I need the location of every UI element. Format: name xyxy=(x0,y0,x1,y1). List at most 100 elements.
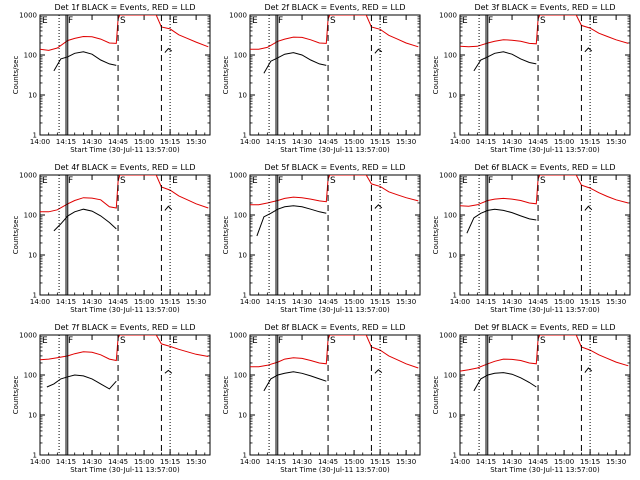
marker-letter: F xyxy=(488,176,493,186)
plot-frame xyxy=(249,14,421,136)
y-tick-label: 100 xyxy=(234,52,247,60)
y-tick-label: 1 xyxy=(33,132,37,140)
plot-area xyxy=(250,175,419,295)
events-series-line xyxy=(53,205,173,232)
y-tick-label: 100 xyxy=(444,212,457,220)
marker-letter: F xyxy=(68,176,73,186)
panel-title: Det 9f BLACK = Events, RED = LLD xyxy=(474,323,615,332)
x-tick-label: 15:00 xyxy=(134,458,154,466)
y-axis-label: Counts/sec xyxy=(432,56,440,95)
panel-8: Det 8f BLACK = Events, RED = LLD 1 10 100 10… xyxy=(222,323,421,474)
x-tick-label: 14:45 xyxy=(108,298,128,306)
y-tick-label: 10 xyxy=(28,92,37,100)
plot-frame xyxy=(39,14,211,136)
x-tick-label: 14:15 xyxy=(476,138,496,146)
marker-letter: F xyxy=(278,176,283,186)
panel-9: Det 9f BLACK = Events, RED = LLD 1 10 100 10… xyxy=(432,323,631,474)
marker-letter: E xyxy=(462,176,468,186)
x-tick-label: 14:15 xyxy=(56,138,76,146)
events-series-line xyxy=(263,48,383,74)
panel-title: Det 4f BLACK = Events, RED = LLD xyxy=(54,163,195,172)
plot-frame xyxy=(459,14,631,136)
marker-letter: E xyxy=(42,176,48,186)
y-tick-label: 100 xyxy=(444,52,457,60)
y-tick-label: 1 xyxy=(243,292,247,300)
x-tick-label: 14:15 xyxy=(266,298,286,306)
marker-letter: S xyxy=(540,176,546,186)
plot-area xyxy=(250,15,419,135)
x-tick-label: 14:00 xyxy=(240,298,260,306)
y-tick-label: 100 xyxy=(444,372,457,380)
x-axis-label: Start Time (30-Jul-11 13:57:00) xyxy=(280,306,390,314)
y-tick-label: 100 xyxy=(24,372,37,380)
x-tick-label: 15:15 xyxy=(370,458,390,466)
marker-letter: S xyxy=(330,336,336,346)
x-tick-label: 15:30 xyxy=(396,458,416,466)
y-tick-label: 1 xyxy=(243,132,247,140)
x-tick-label: 14:45 xyxy=(318,138,338,146)
panel-6: Det 6f BLACK = Events, RED = LLD 1 10 100 10… xyxy=(432,163,631,314)
x-tick-label: 14:15 xyxy=(56,298,76,306)
y-tick-label: 1000 xyxy=(19,172,37,180)
marker-letter: E xyxy=(42,336,48,346)
x-tick-label: 14:45 xyxy=(528,138,548,146)
marker-letter: S xyxy=(540,336,546,346)
x-tick-label: 15:00 xyxy=(134,298,154,306)
x-axis-label: Start Time (30-Jul-11 13:57:00) xyxy=(490,466,600,474)
x-tick-label: 15:30 xyxy=(606,138,626,146)
x-tick-label: 14:30 xyxy=(502,298,522,306)
plot-area xyxy=(40,335,209,455)
marker-letter: E xyxy=(252,16,258,26)
y-tick-label: 1 xyxy=(453,292,457,300)
x-tick-label: 14:00 xyxy=(240,138,260,146)
y-axis-label: Counts/sec xyxy=(222,216,230,255)
x-tick-label: 15:15 xyxy=(580,458,600,466)
x-tick-label: 15:15 xyxy=(160,138,180,146)
y-axis-label: Counts/sec xyxy=(222,56,230,95)
marker-letter: S xyxy=(120,176,126,186)
events-series-line xyxy=(473,367,593,392)
events-series-line xyxy=(53,47,173,72)
panel-title: Det 2f BLACK = Events, RED = LLD xyxy=(264,3,405,12)
x-tick-label: 15:30 xyxy=(186,138,206,146)
x-axis-label: Start Time (30-Jul-11 13:57:00) xyxy=(280,466,390,474)
x-tick-label: 14:45 xyxy=(108,458,128,466)
y-tick-label: 10 xyxy=(238,412,247,420)
plot-frame xyxy=(39,334,211,456)
x-tick-label: 14:00 xyxy=(240,458,260,466)
x-tick-label: 15:30 xyxy=(606,458,626,466)
x-tick-label: 14:30 xyxy=(82,138,102,146)
y-tick-label: 1 xyxy=(243,452,247,460)
panel-title: Det 5f BLACK = Events, RED = LLD xyxy=(264,163,405,172)
panel-2: Det 2f BLACK = Events, RED = LLD 1 10 100 10… xyxy=(222,3,421,154)
y-tick-label: 1 xyxy=(33,292,37,300)
panel-title: Det 7f BLACK = Events, RED = LLD xyxy=(54,323,195,332)
x-tick-label: 15:15 xyxy=(160,458,180,466)
x-tick-label: 15:15 xyxy=(160,298,180,306)
x-tick-label: 14:15 xyxy=(476,298,496,306)
marker-letter: S xyxy=(120,16,126,26)
x-tick-label: 14:15 xyxy=(56,458,76,466)
y-axis-label: Counts/sec xyxy=(432,216,440,255)
x-tick-label: 14:00 xyxy=(30,138,50,146)
y-axis-label: Counts/sec xyxy=(432,376,440,415)
plot-area xyxy=(250,335,419,455)
x-tick-label: 15:00 xyxy=(554,138,574,146)
y-tick-label: 1 xyxy=(453,452,457,460)
x-axis-label: Start Time (30-Jul-11 13:57:00) xyxy=(70,306,180,314)
marker-letter: F xyxy=(278,16,283,26)
y-tick-label: 1000 xyxy=(229,172,247,180)
x-tick-label: 15:30 xyxy=(186,458,206,466)
x-tick-label: 14:00 xyxy=(450,138,470,146)
panel-5: Det 5f BLACK = Events, RED = LLD 1 10 100 10… xyxy=(222,163,421,314)
y-tick-label: 100 xyxy=(24,212,37,220)
marker-letter: E xyxy=(592,16,598,26)
panel-3: Det 3f BLACK = Events, RED = LLD 1 10 100 10… xyxy=(432,3,631,154)
y-tick-label: 1000 xyxy=(19,12,37,20)
plot-area xyxy=(40,15,209,135)
y-axis-label: Counts/sec xyxy=(12,216,20,255)
y-tick-label: 100 xyxy=(234,372,247,380)
marker-letter: F xyxy=(278,336,283,346)
marker-letter: S xyxy=(330,176,336,186)
x-tick-label: 15:00 xyxy=(554,458,574,466)
